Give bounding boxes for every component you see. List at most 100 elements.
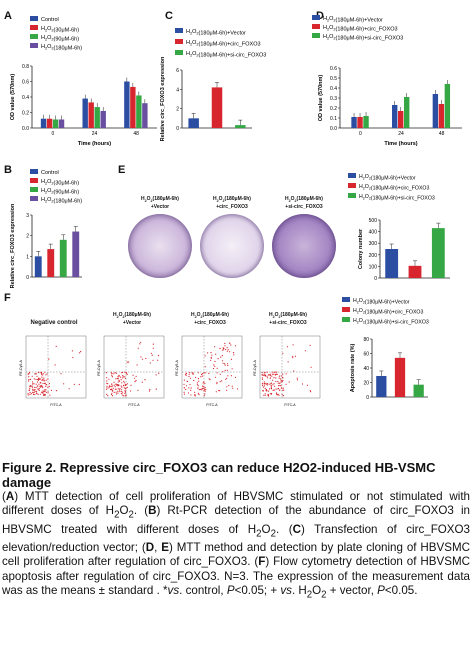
panel-label-a: A [4,10,12,22]
flow-event-dot [28,380,30,382]
flow-event-dot [282,380,284,382]
flow-event-dot [204,387,206,389]
flow-event-dot [226,369,228,371]
d-bar [404,97,410,128]
flow-event-dot [158,372,160,374]
flow-event-dot [277,380,279,383]
flow-event-dot [232,352,235,354]
flow-event-dot [294,355,297,357]
flow-event-dot [263,374,265,376]
flow-event-dot [29,393,31,395]
flow-event-dot [285,383,287,385]
flow-event-dot [112,389,114,391]
flow-event-dot [226,347,228,349]
flow-event-dot [194,391,196,393]
flow-event-dot [27,394,29,396]
b-legend-label: Control [41,170,59,176]
flow-event-dot [129,390,132,392]
d-legend-swatch [312,24,320,29]
flow-event-dot [117,388,119,390]
a-ytick-label: 0.2 [22,111,29,117]
flow-event-dot [222,371,224,373]
flow-event-dot [33,389,35,391]
e-ytick-label: 300 [369,241,378,247]
flow-event-dot [111,372,113,375]
flow-event-dot [273,383,275,385]
flow-event-dot [45,385,47,387]
flow-event-dot [208,372,210,374]
flow-event-dot [55,345,57,347]
flow-event-dot [224,364,226,366]
panel-label-f: F [4,292,11,304]
flow-event-dot [29,371,31,374]
flow-event-dot [218,389,220,392]
f-ytick-label: 0 [366,395,369,401]
flow-event-dot [124,384,126,387]
f-ytick-label: 40 [363,366,369,372]
flow-event-dot [200,388,202,391]
flow-event-dot [276,373,278,375]
flow-event-dot [231,385,233,387]
f-legend-label: H2O2(180μM-6h)+circ_FOXO3 [353,308,423,316]
flow-event-dot [266,371,268,373]
flow-event-dot [28,376,30,378]
flow-event-dot [204,382,206,384]
d-ytick-label: 0.0 [330,126,337,132]
flow-event-dot [126,373,128,375]
flow-plot: FITC-A PE-Cy5-A [253,335,321,407]
flow-event-dot [193,379,195,382]
flow-event-dot [198,389,200,391]
chart-f: H2O2(180μM-6h)+Vector H2O2(180μM-6h)+circ… [342,297,429,401]
flow-event-dot [230,358,233,360]
flow-event-dot [234,345,237,347]
flow-event-dot [111,375,113,377]
flow-event-dot [40,386,42,388]
flow-event-dot [183,383,185,385]
flow-event-dot [136,364,138,366]
a-bar [52,119,59,128]
flow-event-dot [223,348,225,350]
b-bar [47,249,55,277]
a-legend-label: H2O2(90μM-6h) [41,35,79,43]
flow-event-dot [34,373,36,375]
flow-event-dot [197,392,199,394]
a-legend-label: H2O2(30μM-6h) [41,26,79,34]
flow-event-dot [115,378,117,380]
flow-event-dot [272,379,274,381]
a-bar [58,119,65,128]
flow-event-dot [267,390,270,392]
flow-event-dot [152,359,154,361]
flow-event-dot [157,355,160,357]
a-bar [142,103,148,128]
flow-event-dot [270,388,272,390]
c-ytick-label: 6 [176,68,179,74]
flow-event-dot [271,375,273,377]
flow-event-dot [301,383,304,385]
d-ytick-label: 0.1 [330,116,337,122]
c-ytick-label: 0 [176,126,179,132]
flow-event-dot [274,371,276,373]
flow-event-dot [37,379,40,381]
flow-event-dot [31,383,34,385]
flow-event-dot [277,388,279,390]
flow-event-dot [209,379,211,381]
flow-event-dot [111,390,114,392]
a-xtick-label: 24 [92,131,98,137]
flow-event-dot [113,391,115,393]
flow-event-dot [189,372,191,374]
flow-event-dot [152,343,154,345]
flow-event-dot [27,373,29,375]
flow-event-dot [134,377,136,379]
flow-event-dot [122,392,124,394]
flow-event-dot [306,384,308,386]
f-legend-swatch [342,317,350,322]
flow-event-dot [261,382,264,384]
flow-cytometry-plots: Negative control FITC-A PE-Cy5-A H2O2(180μM… [16,296,336,456]
flow-event-dot [47,378,49,380]
flow-event-dot [149,389,151,391]
flow-event-dot [33,383,35,385]
plate-si-circ-foxo3 [272,214,336,278]
b-legend-label: H2O2(180μM-6h) [41,197,82,205]
d-bar [357,117,363,128]
flow-event-dot [108,386,110,388]
